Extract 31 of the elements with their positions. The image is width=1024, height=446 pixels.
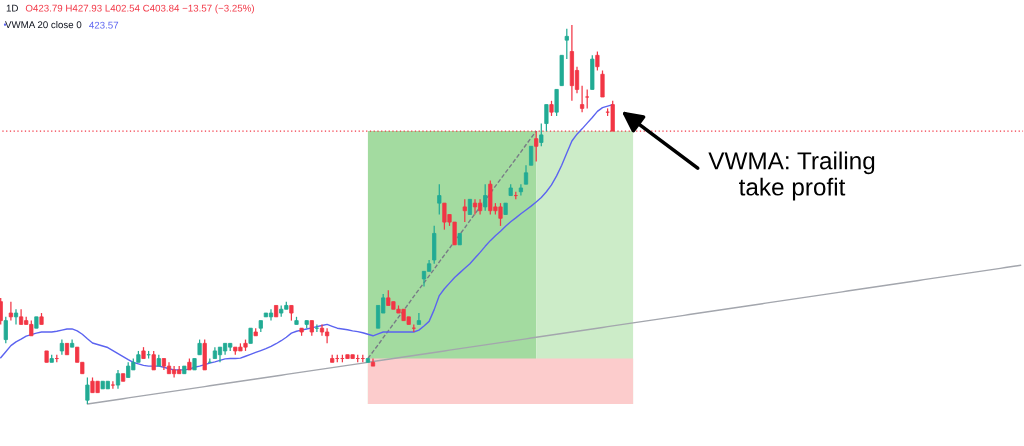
candlestick bbox=[8, 301, 13, 322]
candlestick bbox=[518, 183, 523, 197]
candlestick bbox=[115, 369, 121, 390]
candlestick bbox=[544, 103, 549, 132]
candlestick bbox=[437, 183, 442, 216]
candlestick bbox=[268, 308, 274, 322]
candlestick bbox=[580, 85, 585, 113]
candlestick bbox=[472, 198, 478, 216]
annotation: VWMA: Trailing take profit bbox=[708, 151, 875, 201]
candlestick bbox=[110, 380, 115, 390]
candlestick bbox=[554, 88, 559, 117]
candlestick bbox=[585, 88, 590, 110]
candlestick bbox=[3, 316, 8, 344]
candlestick bbox=[416, 312, 421, 326]
candlestick bbox=[0, 297, 3, 326]
candlestick bbox=[483, 183, 488, 212]
candlestick bbox=[523, 164, 529, 185]
legend-label: VWMA 20 close 0 bbox=[5, 21, 82, 29]
annotation: 423.57 bbox=[89, 21, 119, 29]
candlestick bbox=[600, 69, 605, 98]
candlestick bbox=[319, 323, 325, 337]
candlestick bbox=[85, 376, 90, 405]
candlestick bbox=[564, 28, 569, 60]
candlestick bbox=[595, 50, 600, 72]
text: O423.79 H427.93 L402.54 C403.84 −13.57 (−3.25%) bbox=[25, 4, 254, 14]
candlestick bbox=[13, 308, 19, 326]
candlestick bbox=[462, 198, 467, 223]
chart-title: 1D bbox=[6, 4, 18, 12]
candlestick bbox=[539, 122, 544, 147]
candlestick bbox=[151, 350, 156, 371]
candlestick bbox=[529, 145, 534, 166]
